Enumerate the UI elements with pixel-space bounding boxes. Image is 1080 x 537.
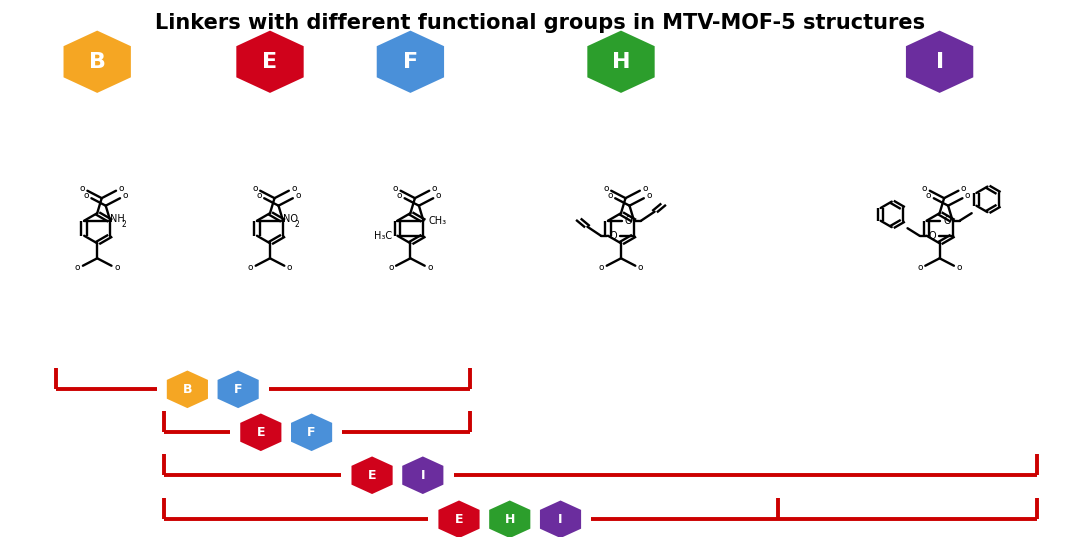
Text: o: o [75,264,80,272]
Text: o: o [961,184,967,193]
Text: o: o [256,192,261,200]
Text: o: o [119,184,124,193]
Text: O: O [943,216,950,226]
Text: o: o [287,264,293,272]
Polygon shape [217,371,259,408]
Polygon shape [906,31,973,93]
Text: o: o [392,184,399,193]
Polygon shape [237,31,303,93]
Polygon shape [240,413,282,451]
Text: o: o [921,184,928,193]
Text: H: H [611,52,631,72]
Polygon shape [291,413,333,451]
Text: o: o [917,264,922,272]
Polygon shape [64,31,131,93]
Text: O: O [624,216,632,226]
Text: o: o [643,184,648,193]
Text: F: F [403,52,418,72]
Text: O: O [929,231,936,241]
Text: B: B [89,52,106,72]
Text: 2: 2 [295,220,299,229]
Text: o: o [435,192,442,200]
Text: E: E [455,513,463,526]
Polygon shape [377,31,444,93]
Text: o: o [607,192,612,200]
Text: I: I [558,513,563,526]
Polygon shape [588,31,654,93]
Text: NO: NO [283,214,298,224]
Polygon shape [166,371,208,408]
Text: NH: NH [110,214,125,224]
Text: o: o [122,192,129,200]
Text: I: I [935,52,944,72]
Text: H₃C: H₃C [374,231,392,241]
Text: o: o [957,264,962,272]
Text: CH₃: CH₃ [429,216,447,226]
Polygon shape [438,500,480,537]
Text: E: E [257,426,265,439]
Polygon shape [351,456,393,494]
Text: F: F [234,383,242,396]
Text: o: o [598,264,604,272]
Text: o: o [646,192,652,200]
Polygon shape [402,456,444,494]
Text: o: o [638,264,644,272]
Text: o: o [252,184,258,193]
Text: I: I [420,469,426,482]
Text: 2: 2 [121,220,125,229]
Text: Linkers with different functional groups in MTV-MOF-5 structures: Linkers with different functional groups… [154,13,926,33]
Text: o: o [114,264,120,272]
Text: B: B [183,383,192,396]
Polygon shape [540,500,581,537]
Text: o: o [396,192,402,200]
Text: o: o [295,192,301,200]
Text: o: o [247,264,253,272]
Text: E: E [368,469,376,482]
Text: o: o [964,192,971,200]
Text: o: o [432,184,437,193]
Text: o: o [428,264,433,272]
Text: o: o [79,184,85,193]
Polygon shape [489,500,530,537]
Text: O: O [610,231,618,241]
Text: o: o [292,184,297,193]
Text: F: F [308,426,315,439]
Text: o: o [83,192,89,200]
Text: o: o [388,264,393,272]
Text: o: o [603,184,609,193]
Text: o: o [926,192,931,200]
Text: H: H [504,513,515,526]
Text: E: E [262,52,278,72]
